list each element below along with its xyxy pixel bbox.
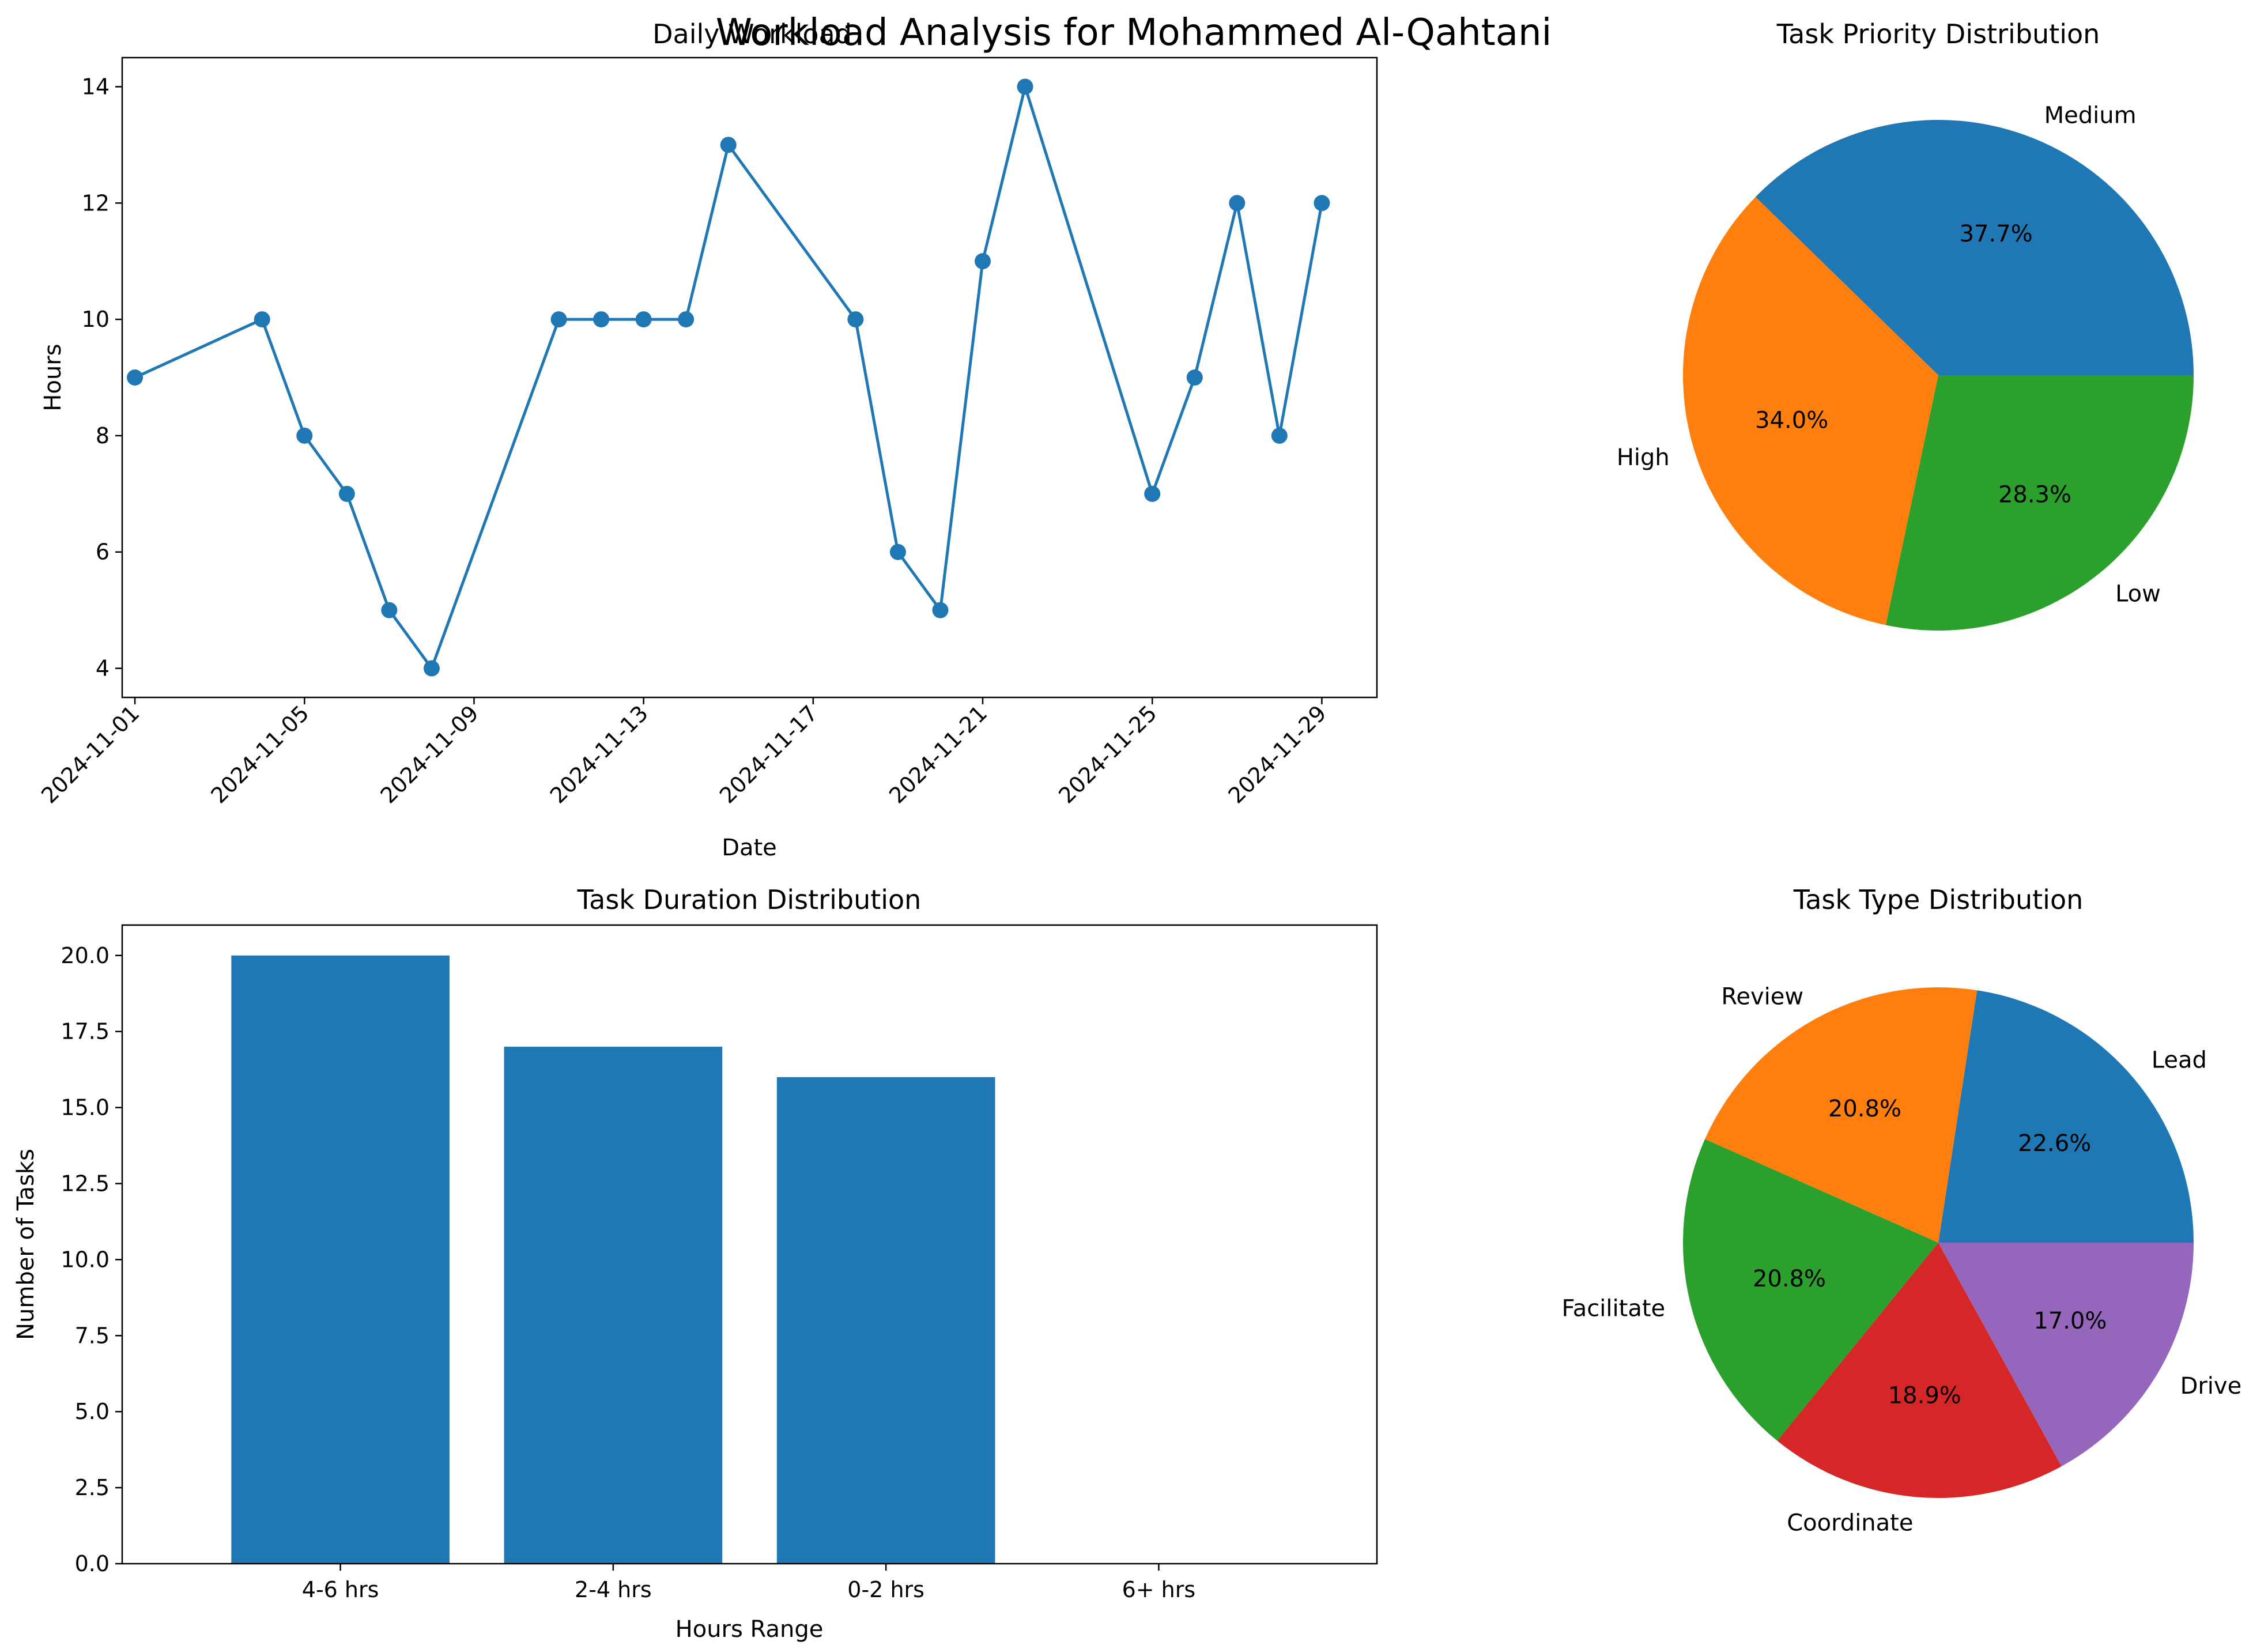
y-tick-label: 4 — [96, 656, 110, 681]
y-tick-label: 20.0 — [61, 943, 110, 968]
pie-label-drive: Drive — [2180, 1373, 2242, 1399]
daily-workload-y-ticks: 4 6 8 10 12 14 — [82, 74, 122, 681]
y-tick-label: 14 — [82, 74, 110, 99]
pie-slice-drive — [1938, 1243, 2194, 1466]
pie-percent-high: 34.0% — [1755, 407, 1828, 433]
bar-2-4-hrs — [504, 1047, 723, 1564]
daily-workload-axes-frame — [121, 56, 1378, 699]
y-tick-label: 6 — [96, 539, 110, 565]
pie-label-review: Review — [1721, 983, 1803, 1010]
y-tick-label: 5.0 — [75, 1399, 110, 1424]
data-point — [1144, 485, 1161, 502]
pie-percent-medium: 37.7% — [1960, 221, 2033, 247]
task-duration-x-axis-label: Hours Range — [676, 1616, 824, 1643]
pie-percent-lead: 22.6% — [2018, 1130, 2091, 1157]
data-point — [932, 602, 949, 618]
pie-slice-review — [1705, 987, 1978, 1243]
task-duration-axes-frame — [121, 924, 1378, 1565]
pie-slice-lead — [1938, 990, 2194, 1243]
data-point — [550, 311, 567, 328]
daily-workload-y-axis-label: Hours — [40, 344, 66, 411]
data-point — [1017, 78, 1033, 95]
pie-percent-low: 28.3% — [1998, 481, 2071, 508]
task-priority-title: Task Priority Distribution — [1776, 18, 2100, 50]
data-point — [423, 660, 440, 677]
x-tick-label: 0-2 hrs — [847, 1577, 924, 1602]
y-tick-label: 7.5 — [75, 1323, 110, 1348]
data-point — [678, 311, 695, 328]
data-point — [593, 311, 610, 328]
data-point — [127, 369, 144, 386]
data-point — [635, 311, 652, 328]
task-duration-y-axis-label: Number of Tasks — [13, 1149, 39, 1340]
y-tick-label: 12.5 — [61, 1171, 110, 1196]
bar-0-2-hrs — [776, 1077, 995, 1564]
data-point — [847, 311, 864, 328]
pie-slice-medium — [1755, 119, 2194, 376]
y-tick-label: 0.0 — [75, 1551, 110, 1576]
task-type-slices: Lead 22.6% Review 20.8% Facilitate 20.8% Coord… — [1561, 983, 2241, 1536]
pie-label-low: Low — [2115, 580, 2161, 607]
pie-percent-drive: 17.0% — [2033, 1308, 2107, 1334]
data-point — [338, 485, 355, 502]
data-point — [1186, 369, 1203, 386]
task-priority-pie-chart: Task Priority Distribution Medium 37.7% Hi… — [1617, 18, 2194, 631]
pie-label-high: High — [1617, 444, 1670, 471]
data-point — [889, 544, 906, 560]
daily-workload-series — [127, 78, 1330, 677]
pie-percent-facilitate: 20.8% — [1753, 1266, 1826, 1292]
data-point — [296, 427, 313, 444]
task-duration-title: Task Duration Distribution — [577, 884, 922, 915]
task-duration-x-ticks: 4-6 hrs 2-4 hrs 0-2 hrs 6+ hrs — [302, 1564, 1195, 1602]
y-tick-label: 10.0 — [61, 1247, 110, 1272]
pie-slice-high — [1682, 197, 1938, 625]
y-tick-label: 17.5 — [61, 1019, 110, 1044]
data-point — [1314, 195, 1330, 212]
y-tick-label: 2.5 — [75, 1475, 110, 1500]
daily-workload-title: Daily Workload — [652, 18, 852, 50]
data-point — [1271, 427, 1288, 444]
x-tick-label: 4-6 hrs — [302, 1577, 379, 1602]
pie-label-facilitate: Facilitate — [1561, 1296, 1665, 1322]
data-point — [720, 137, 737, 153]
task-duration-bars — [231, 955, 995, 1564]
pie-slice-facilitate — [1683, 1139, 1938, 1441]
x-tick-label: 2-4 hrs — [575, 1577, 652, 1602]
task-type-pie-chart: Task Type Distribution Lead 22.6% Review 20… — [1561, 884, 2241, 1536]
y-tick-label: 8 — [96, 423, 110, 448]
pie-label-coordinate: Coordinate — [1787, 1510, 1913, 1536]
data-point — [1229, 195, 1246, 212]
pie-percent-review: 20.8% — [1828, 1096, 1901, 1122]
task-duration-bar-chart: Task Duration Distribution 0.0 2.5 5.0 7.5 1… — [13, 884, 1378, 1643]
figure-suptitle: Workload Analysis for Mohammed Al-Qahtan… — [716, 12, 1552, 54]
bar-4-6-hrs — [231, 955, 450, 1564]
data-point — [254, 311, 270, 328]
pie-label-medium: Medium — [2044, 103, 2137, 129]
pie-slice-low — [1885, 375, 2194, 631]
daily-workload-x-axis-label: Date — [722, 835, 777, 861]
pie-label-lead: Lead — [2152, 1047, 2207, 1074]
y-tick-label: 15.0 — [61, 1095, 110, 1120]
data-point — [381, 602, 398, 618]
y-tick-label: 12 — [82, 190, 110, 216]
pie-percent-coordinate: 18.9% — [1888, 1383, 1961, 1409]
data-point — [975, 253, 991, 270]
task-duration-y-ticks: 0.0 2.5 5.0 7.5 10.0 12.5 15.0 17.5 20.0 — [61, 943, 122, 1576]
x-tick-label: 6+ hrs — [1122, 1577, 1196, 1602]
pie-slice-coordinate — [1777, 1243, 2062, 1499]
task-priority-slices: Medium 37.7% High 34.0% Low 28.3% — [1617, 103, 2194, 631]
y-tick-label: 10 — [82, 307, 110, 332]
task-type-title: Task Type Distribution — [1793, 884, 2084, 915]
